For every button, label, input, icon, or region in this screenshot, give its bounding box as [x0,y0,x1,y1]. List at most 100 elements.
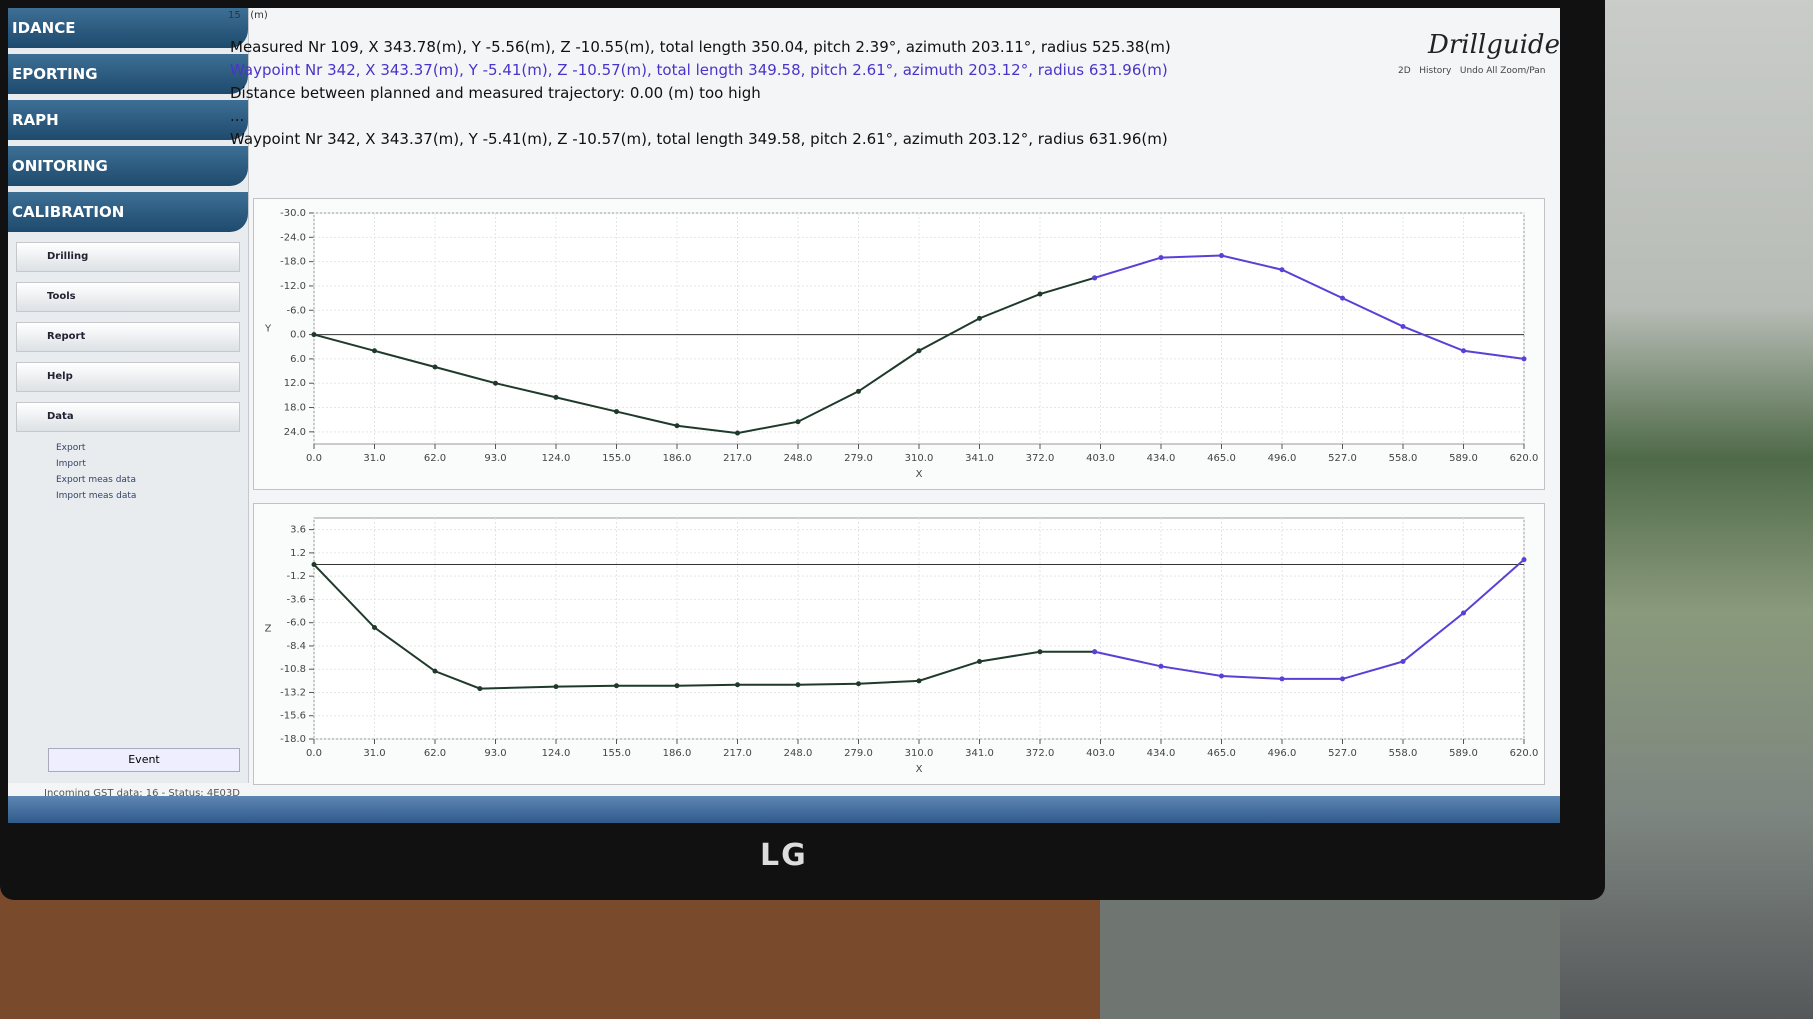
distance-line: Distance between planned and measured tr… [230,82,1171,105]
monitor-brand: LG [760,838,808,873]
data-item[interactable]: Export [8,440,248,456]
series-point [856,681,861,686]
y-tick-label: 1.2 [290,548,306,559]
series-point [433,669,438,674]
y-tick-label: -13.2 [280,687,306,698]
series-point [1401,659,1406,664]
series-point [1038,292,1043,297]
series-point [312,332,317,337]
x-axis-label: X [916,469,923,480]
series-point [1280,676,1285,681]
y-tick-label: -24.0 [280,232,306,243]
y-tick-label: -30.0 [280,208,306,219]
series-point [493,381,498,386]
x-tick-label: 496.0 [1268,748,1297,759]
monitor: LG IDANCE EPORTING RAPH ONITORING CALIBR… [0,0,1605,900]
menu-item[interactable]: Help [16,362,240,392]
taskbar [8,796,1560,823]
y-tick-label: 12.0 [284,378,306,389]
y-tick-label: -18.0 [280,734,306,745]
series-point [1401,324,1406,329]
x-tick-label: 620.0 [1510,748,1539,759]
x-tick-label: 279.0 [844,748,873,759]
logo: Drillguide [1428,30,1560,60]
x-tick-label: 496.0 [1268,453,1297,464]
view-button[interactable]: 2D [1398,66,1411,76]
menu-item[interactable]: Drilling [16,242,240,272]
series-point [856,389,861,394]
background-wood [0,890,1100,1019]
series-point [675,423,680,428]
y-tick-label: -6.0 [286,618,306,629]
x-tick-label: 248.0 [784,748,813,759]
series-point [1092,649,1097,654]
nav-item[interactable]: EPORTING [8,54,248,94]
input-value: 15 [228,10,241,21]
x-tick-label: 434.0 [1147,453,1176,464]
x-tick-label: 589.0 [1449,453,1478,464]
series-point [614,683,619,688]
sidebar: IDANCE EPORTING RAPH ONITORING CALIBRATI… [8,8,249,783]
x-tick-label: 465.0 [1207,453,1236,464]
x-tick-label: 155.0 [602,453,631,464]
x-tick-label: 0.0 [306,748,322,759]
series-point [796,419,801,424]
series-point [1522,557,1527,562]
nav-item[interactable]: CALIBRATION [8,192,248,232]
series-point [1522,356,1527,361]
x-tick-label: 0.0 [306,453,322,464]
x-tick-label: 155.0 [602,748,631,759]
series-point [735,431,740,436]
nav-item[interactable]: RAPH [8,100,248,140]
menu-item[interactable]: Data [16,402,240,432]
y-tick-label: 3.6 [290,525,306,536]
y-tick-label: 24.0 [284,427,306,438]
x-tick-label: 279.0 [844,453,873,464]
y-tick-label: -8.4 [286,641,306,652]
series-point [554,395,559,400]
y-tick-label: 6.0 [290,354,306,365]
event-button[interactable]: Event [48,748,240,772]
x-tick-label: 527.0 [1328,453,1357,464]
series-point [372,348,377,353]
x-tick-label: 403.0 [1086,748,1115,759]
nav-item[interactable]: ONITORING [8,146,248,186]
series-point [1219,253,1224,258]
series-point [554,684,559,689]
data-item[interactable]: Import [8,456,248,472]
data-item[interactable]: Export meas data [8,472,248,488]
x-axis-label: X [916,764,923,775]
series-point [977,659,982,664]
x-tick-label: 434.0 [1147,748,1176,759]
page: LG IDANCE EPORTING RAPH ONITORING CALIBR… [0,0,1813,1019]
history-button[interactable]: History [1419,66,1451,76]
x-tick-label: 620.0 [1510,453,1539,464]
y-tick-label: -3.6 [286,594,306,605]
x-tick-label: 93.0 [484,453,506,464]
series-point [977,316,982,321]
series-point [1280,267,1285,272]
x-tick-label: 558.0 [1389,453,1418,464]
series-point [1092,275,1097,280]
x-tick-label: 372.0 [1026,453,1055,464]
y-tick-label: 0.0 [290,330,306,341]
undo-button[interactable]: Undo All Zoom/Pan [1460,66,1546,76]
data-item[interactable]: Import meas data [8,488,248,504]
x-tick-label: 31.0 [363,453,385,464]
menu-item[interactable]: Tools [16,282,240,312]
x-tick-label: 124.0 [542,453,571,464]
x-tick-label: 558.0 [1389,748,1418,759]
y-tick-label: -10.8 [280,664,306,675]
series-point [372,625,377,630]
info-panel: Measured Nr 109, X 343.78(m), Y -5.56(m)… [230,36,1171,151]
x-tick-label: 310.0 [905,748,934,759]
ellipsis: ... [230,105,1171,128]
x-tick-label: 93.0 [484,748,506,759]
nav-item[interactable]: IDANCE [8,8,248,48]
y-tick-label: -1.2 [286,571,306,582]
measured-line: Measured Nr 109, X 343.78(m), Y -5.56(m)… [230,36,1171,59]
top-input[interactable]: 15 (m) [228,10,268,21]
x-tick-label: 341.0 [965,453,994,464]
x-tick-label: 527.0 [1328,748,1357,759]
menu-item[interactable]: Report [16,322,240,352]
